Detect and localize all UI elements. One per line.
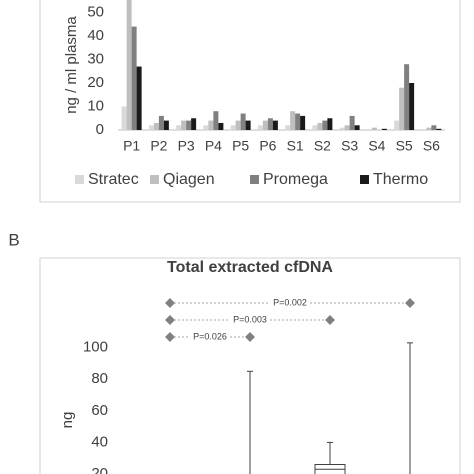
significance-marker (245, 332, 255, 342)
y-tick-label: 100 (83, 339, 108, 356)
x-tick-label: P4 (205, 138, 222, 154)
bar (399, 87, 405, 130)
legend-label: Stratec (88, 171, 139, 188)
bar (344, 125, 350, 130)
legend-swatch (150, 175, 159, 184)
significance-marker (165, 332, 175, 342)
legend-label: Thermo (373, 171, 428, 188)
bar (426, 127, 432, 130)
bar (371, 127, 377, 130)
annotation: P=0.002 (273, 297, 307, 307)
chart-title: Total extracted cfDNA (167, 259, 333, 276)
y-tick-label: 80 (91, 370, 108, 387)
panel-b-frame (39, 257, 461, 474)
panel-label: B (8, 230, 19, 249)
y-tick-label: 40 (91, 433, 108, 450)
significance-marker (405, 298, 415, 308)
bar (267, 118, 273, 130)
annotation: P=0.026 (193, 331, 227, 341)
x-tick-label: P6 (259, 138, 276, 154)
significance-marker (325, 315, 335, 325)
x-tick-label: P1 (123, 138, 140, 154)
bar (431, 125, 437, 130)
x-tick-label: S5 (396, 138, 413, 154)
y-tick-label: 20 (87, 74, 104, 91)
y-tick-label: 40 (87, 27, 104, 44)
bar (436, 128, 442, 130)
x-tick-label: S1 (287, 138, 304, 154)
x-tick-label: S2 (314, 138, 331, 154)
bar (290, 111, 296, 130)
bar (404, 64, 410, 130)
y-tick-label: 30 (87, 50, 104, 67)
annotation-bg (270, 297, 310, 309)
bar (349, 115, 355, 130)
y-axis-label: ng (59, 412, 76, 429)
y-tick-label: 60 (91, 402, 108, 419)
y-tick-label: 20 (91, 465, 108, 474)
bar (381, 128, 387, 130)
panel-a-frame (39, 0, 461, 203)
bar (208, 120, 214, 130)
bar (300, 115, 306, 130)
annotation: P=0.003 (233, 314, 267, 324)
bar (136, 66, 142, 130)
bar (245, 120, 251, 130)
bar (354, 125, 360, 130)
bar (153, 122, 159, 130)
significance-marker (165, 315, 175, 325)
bar (322, 120, 328, 130)
legend-label: Promega (263, 171, 328, 188)
bar (213, 111, 219, 130)
annotation-bg (230, 314, 270, 326)
bar (327, 118, 333, 130)
bar (262, 120, 268, 130)
bar (148, 125, 154, 130)
bar (121, 106, 127, 130)
bar (235, 120, 241, 130)
y-tick-label: 0 (96, 121, 104, 138)
bar (257, 125, 263, 130)
legend-swatch (360, 175, 369, 184)
legend-swatch (250, 175, 259, 184)
bar (181, 120, 187, 130)
y-axis-label: ng / ml plasma (63, 16, 80, 114)
bar (240, 113, 246, 130)
bar (272, 120, 278, 130)
x-tick-label: S6 (423, 138, 440, 154)
bar (317, 122, 323, 130)
bar (163, 120, 169, 130)
x-tick-label: P2 (150, 138, 167, 154)
bar (191, 118, 197, 130)
bar (176, 125, 182, 130)
bar (312, 125, 318, 130)
x-tick-label: S3 (341, 138, 358, 154)
bar (285, 125, 291, 130)
legend-label: Qiagen (163, 171, 215, 188)
bar (295, 113, 301, 130)
bar (218, 122, 224, 130)
annotation-bg (190, 331, 230, 343)
x-tick-label: P5 (232, 138, 249, 154)
x-tick-label: S4 (368, 138, 385, 154)
bar (230, 125, 236, 130)
y-tick-label: 50 (87, 3, 104, 20)
legend-swatch (75, 175, 84, 184)
bar (131, 26, 137, 131)
y-tick-label: 10 (87, 97, 104, 114)
bar (339, 127, 345, 130)
bar (126, 0, 132, 130)
bar (394, 120, 400, 130)
bar (186, 120, 192, 130)
bar (158, 115, 164, 130)
bar (203, 125, 209, 130)
bar (409, 83, 415, 130)
x-tick-label: P3 (178, 138, 195, 154)
significance-marker (165, 298, 175, 308)
